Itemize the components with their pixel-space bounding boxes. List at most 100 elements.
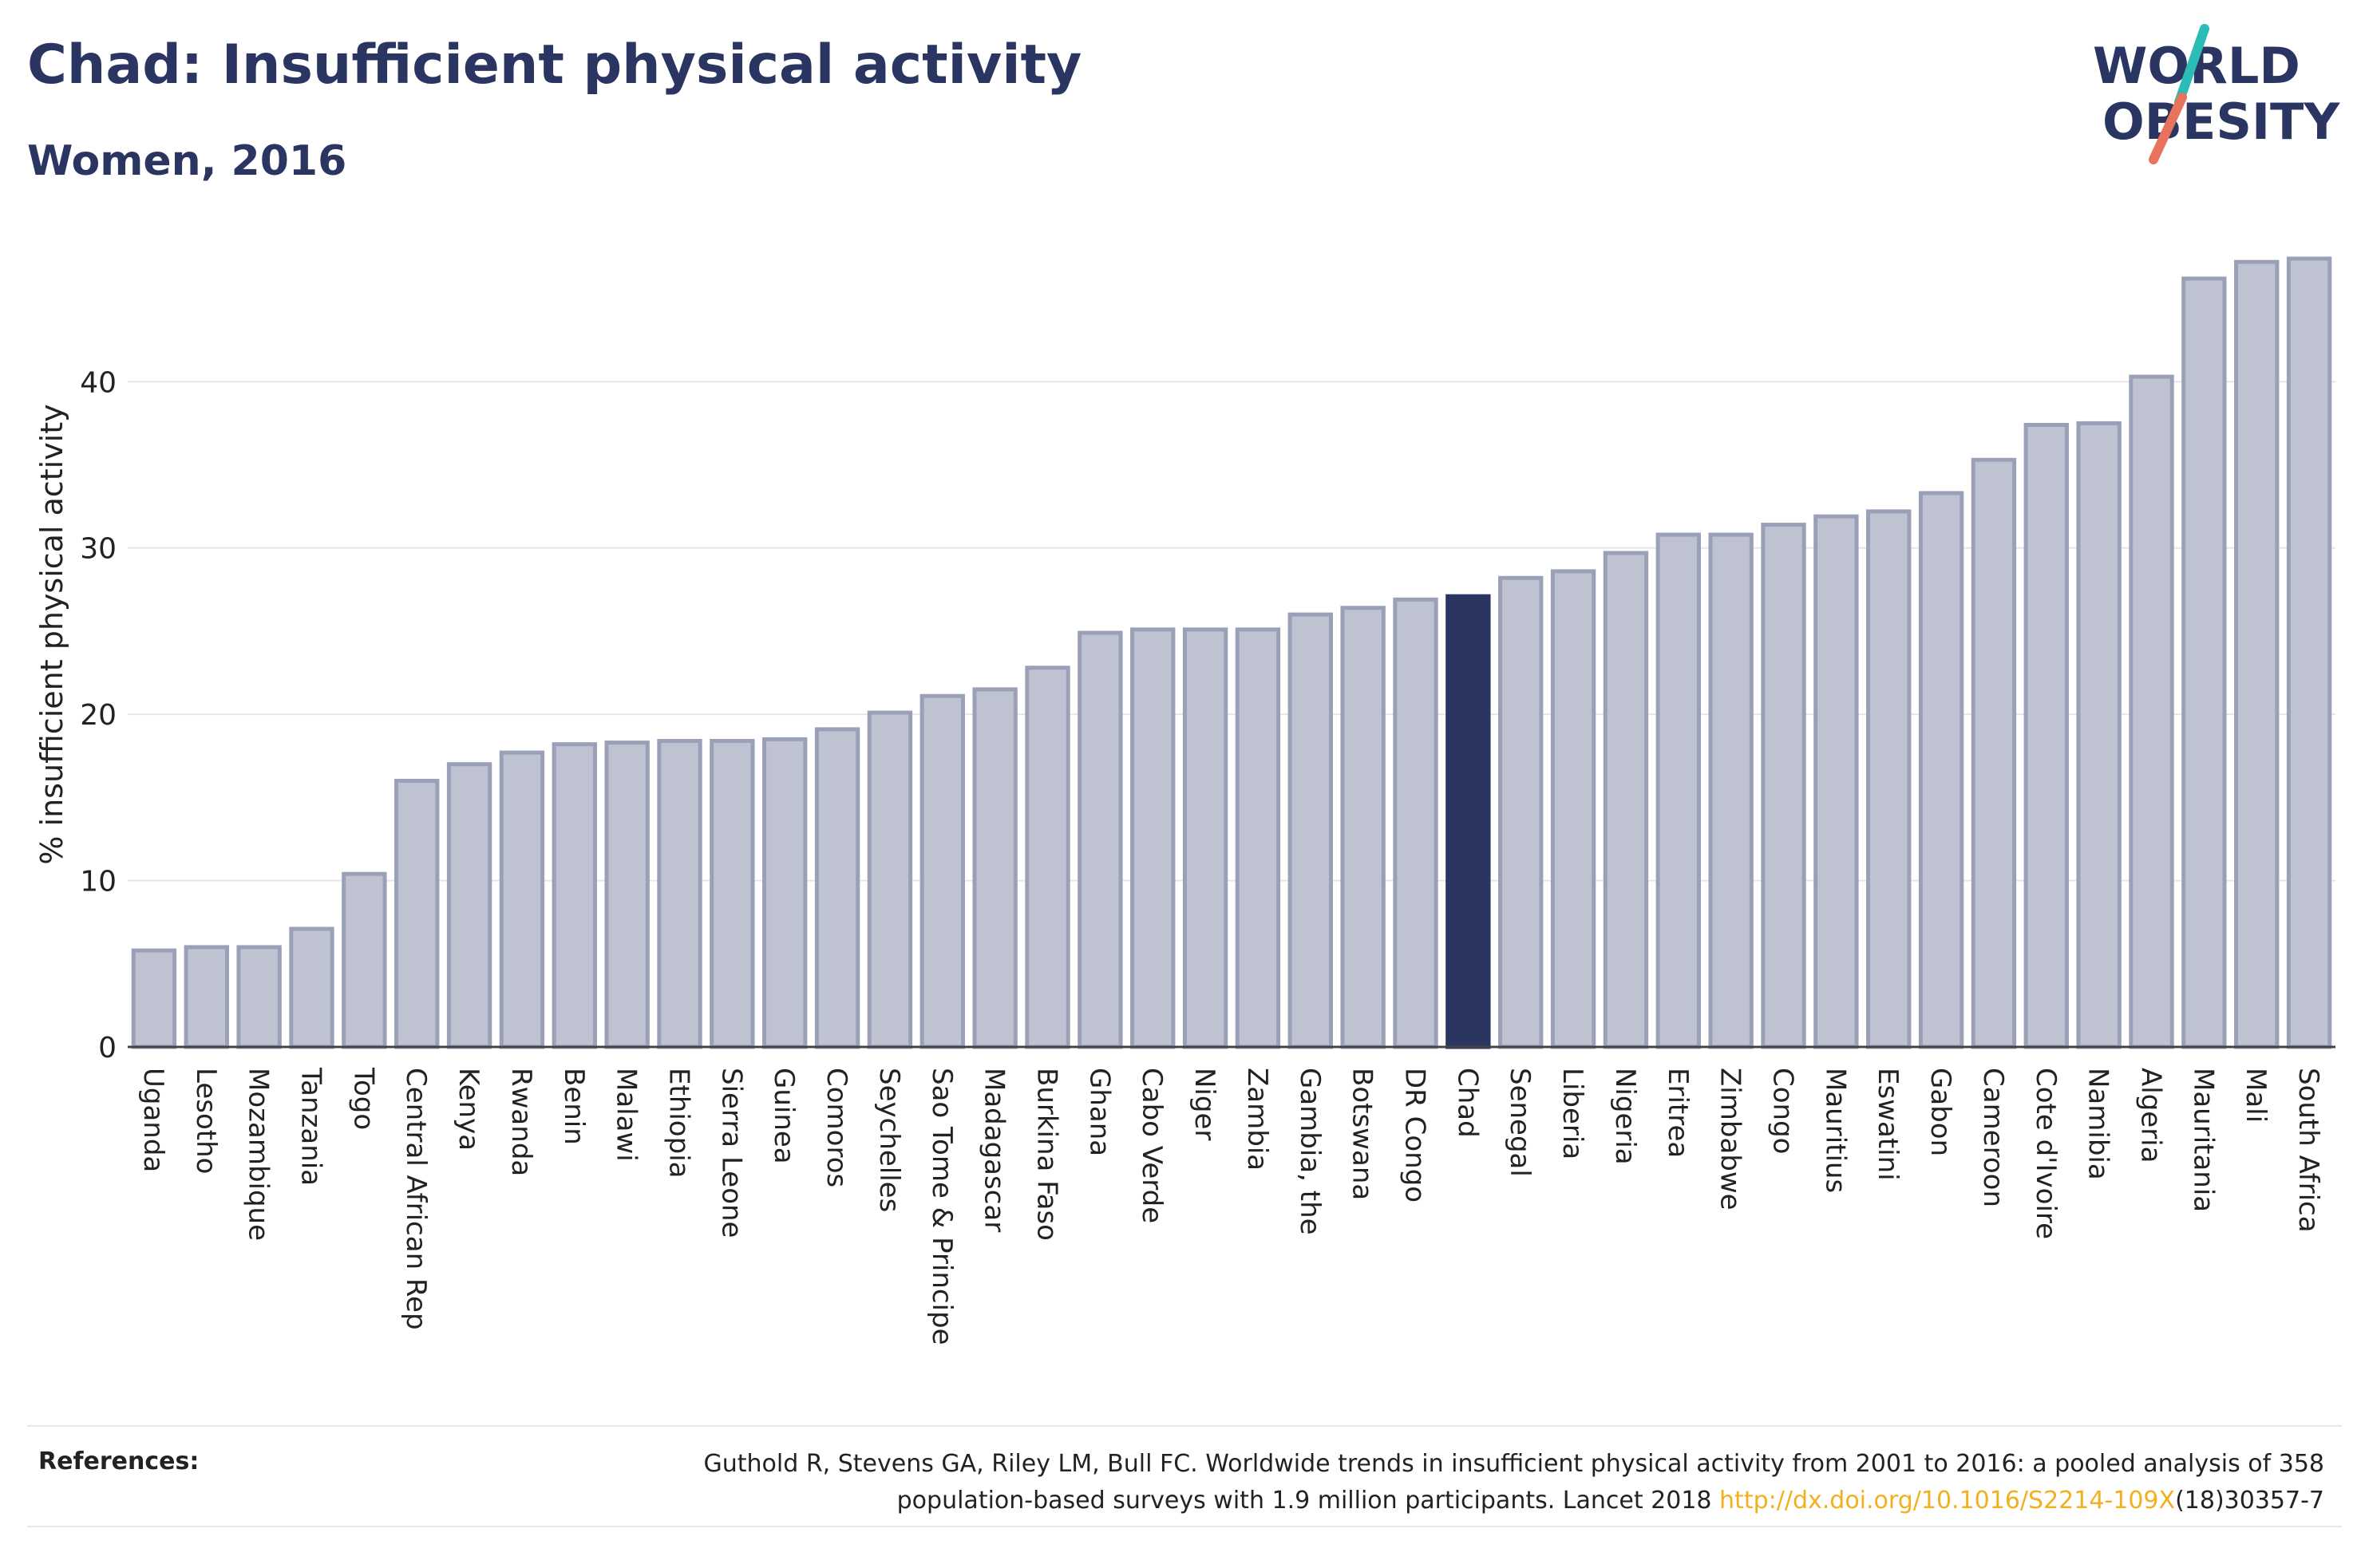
x-tick-label: Tanzania [295, 1067, 327, 1186]
bar [1918, 491, 1964, 1049]
y-tick-label: 30 [80, 533, 117, 566]
bar [1761, 523, 1806, 1049]
bar [1130, 627, 1176, 1049]
bar [762, 737, 808, 1049]
x-tick-label: Kenya [453, 1068, 484, 1151]
bar [131, 948, 177, 1049]
bar [499, 750, 545, 1049]
reference-line-2: population-based surveys with 1.9 millio… [409, 1483, 2324, 1519]
bar [657, 739, 702, 1049]
logo-slash-teal [2174, 24, 2209, 107]
bar [1655, 532, 1701, 1049]
reference-doi-link[interactable]: http://dx.doi.org/10.1016/S2214-109X [1719, 1487, 2176, 1515]
bar [814, 727, 860, 1049]
bar [236, 945, 282, 1049]
x-tick-label: South Africa [2292, 1068, 2324, 1233]
reference-line-1: Guthold R, Stevens GA, Riley LM, Bull FC… [703, 1450, 2324, 1478]
references-text: Guthold R, Stevens GA, Riley LM, Bull FC… [409, 1446, 2324, 1519]
bar [446, 762, 492, 1049]
x-tick-label: Gabon [1924, 1068, 1956, 1156]
reference-line-2-suffix: (18)30357-7 [2175, 1487, 2324, 1515]
bar [342, 871, 387, 1049]
x-tick-label: Mauritania [2187, 1068, 2219, 1212]
y-tick-label: 20 [80, 699, 117, 732]
bars [131, 256, 2332, 1049]
x-tick-label: Sao Tome & Principe [926, 1068, 958, 1345]
bar [1813, 514, 1859, 1049]
bar [2023, 423, 2069, 1049]
bar [1340, 606, 1386, 1049]
bar [867, 710, 913, 1049]
x-tick-label: Niger [1188, 1068, 1220, 1140]
x-tick-label: Central African Rep [400, 1068, 432, 1330]
bar [1287, 612, 1333, 1049]
y-tick-label: 0 [98, 1032, 117, 1064]
y-tick-label: 40 [80, 366, 117, 399]
x-tick-label: Nigeria [1609, 1068, 1641, 1165]
x-tick-label: Chad [1451, 1068, 1483, 1138]
bar-highlight [1445, 594, 1491, 1049]
x-tick-label: Sierra Leone [715, 1068, 747, 1238]
bar [972, 687, 1018, 1049]
x-tick-label: Lesotho [190, 1068, 222, 1174]
x-tick-label: Botswana [1347, 1068, 1378, 1200]
x-tick-label: Burkina Faso [1031, 1068, 1063, 1241]
x-tick-label: Rwanda [505, 1068, 537, 1176]
world-obesity-logo: WORLD OBESITY [2093, 24, 2340, 164]
bar [2076, 421, 2122, 1049]
reference-divider-bottom [27, 1526, 2342, 1527]
x-tick-label: Ghana [1083, 1068, 1115, 1156]
bar [919, 693, 965, 1049]
reference-divider-top [27, 1425, 2342, 1427]
bar [1866, 509, 1912, 1049]
x-tick-label: Seychelles [873, 1068, 905, 1212]
x-tick-label: Malawi [611, 1068, 643, 1162]
chart-title: Chad: Insufficient physical activity [27, 34, 1082, 97]
x-tick-label: Guinea [768, 1068, 800, 1164]
x-tick-label: Uganda [137, 1068, 169, 1172]
chart-subtitle: Women, 2016 [27, 137, 347, 185]
bar [1235, 627, 1281, 1049]
bar [710, 739, 755, 1049]
x-tick-label: Zambia [1241, 1068, 1273, 1171]
bar [552, 742, 597, 1049]
x-tick-label: Benin [558, 1068, 590, 1145]
x-tick-label: Cabo Verde [1136, 1068, 1168, 1223]
bar [604, 741, 650, 1049]
x-tick-label: Madagascar [979, 1068, 1010, 1232]
gridlines [128, 381, 2335, 882]
x-tick-label: Cameroon [1977, 1068, 2009, 1207]
x-tick-label: Mali [2240, 1068, 2272, 1123]
bar [2181, 276, 2227, 1049]
x-tick-label: DR Congo [1399, 1068, 1431, 1203]
y-axis-label: % insufficient physical activity [34, 404, 69, 864]
bar [1708, 532, 1754, 1049]
bar [1078, 630, 1123, 1049]
y-tick-label: 10 [80, 866, 117, 899]
x-tick-label: Eswatini [1872, 1068, 1904, 1181]
bar [1393, 597, 1438, 1049]
x-tick-label: Congo [1767, 1068, 1799, 1154]
bar [289, 926, 334, 1049]
x-tick-label: Cote d'Ivoire [2030, 1068, 2062, 1239]
bar [2286, 256, 2332, 1049]
x-tick-label: Algeria [2135, 1068, 2167, 1163]
x-tick-label: Senegal [1504, 1068, 1536, 1177]
bar [1182, 627, 1228, 1049]
references-label: References: [38, 1448, 200, 1475]
x-tick-label: Ethiopia [663, 1068, 695, 1178]
bar [1498, 575, 1544, 1049]
bar [1550, 569, 1596, 1049]
x-tick-label: Liberia [1556, 1068, 1588, 1159]
bar [1025, 666, 1070, 1049]
bar [184, 945, 229, 1049]
y-tick-labels: 0 10 20 30 40 [80, 366, 117, 1064]
reference-line-2-prefix: population-based surveys with 1.9 millio… [896, 1487, 1720, 1515]
x-tick-labels: Uganda Lesotho Mozambique Tanzania Togo Centr… [137, 1067, 2324, 1345]
logo-slash-coral [2149, 93, 2187, 164]
x-tick-label: Zimbabwe [1714, 1068, 1746, 1211]
x-tick-label: Mozambique [243, 1068, 275, 1241]
x-tick-label: Comoros [821, 1068, 852, 1187]
logo-word-obesity: OBESITY [2102, 93, 2340, 151]
